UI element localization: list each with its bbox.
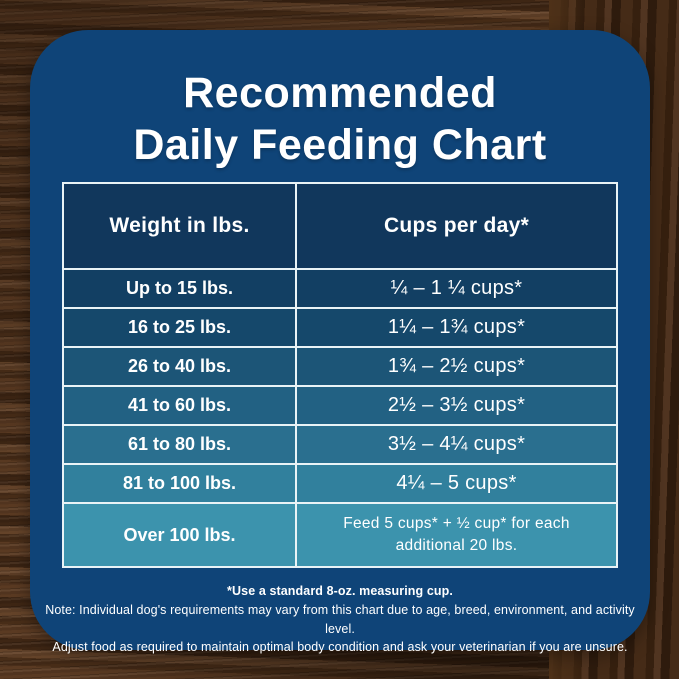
feeding-table: Weight in lbs. Cups per day* Up to 15 lb… (62, 182, 618, 568)
cups-cell: 3½ – 4¼ cups* (297, 426, 616, 463)
table-body: Up to 15 lbs. ¼ – 1 ¼ cups* 16 to 25 lbs. 1… (64, 270, 616, 566)
weight-cell: 26 to 40 lbs. (64, 348, 295, 385)
weight-cell: Up to 15 lbs. (64, 270, 295, 307)
cups-cell: 1¼ – 1¾ cups* (297, 309, 616, 346)
table-header-row: Weight in lbs. Cups per day* (64, 184, 616, 268)
weight-cell: Over 100 lbs. (64, 504, 295, 566)
veterinarian-note: Adjust food as required to maintain opti… (52, 640, 628, 655)
weight-cell: 41 to 60 lbs. (64, 387, 295, 424)
weight-cell: 81 to 100 lbs. (64, 465, 295, 502)
footnotes: *Use a standard 8-oz. measuring cup. Not… (30, 582, 650, 657)
feeding-chart-card: Recommended Daily Feeding Chart Weight in… (30, 30, 650, 654)
variance-note: Note: Individual dog's requirements may … (45, 602, 635, 636)
cups-cell: 4¼ – 5 cups* (297, 465, 616, 502)
title-line-1: Recommended (183, 69, 497, 117)
measuring-cup-note: *Use a standard 8-oz. measuring cup. (227, 584, 453, 598)
table-row: 26 to 40 lbs. 1¾ – 2½ cups* (64, 348, 616, 385)
table-row: 41 to 60 lbs. 2½ – 3½ cups* (64, 387, 616, 424)
table-row: Over 100 lbs. Feed 5 cups* + ½ cup* for e… (64, 504, 616, 566)
page-title: Recommended Daily Feeding Chart (30, 68, 650, 171)
cups-cell: Feed 5 cups* + ½ cup* for each additiona… (297, 504, 616, 566)
title-line-2: Daily Feeding Chart (133, 120, 547, 169)
cups-cell: ¼ – 1 ¼ cups* (297, 270, 616, 307)
table-row: Up to 15 lbs. ¼ – 1 ¼ cups* (64, 270, 616, 307)
weight-cell: 61 to 80 lbs. (64, 426, 295, 463)
table-row: 61 to 80 lbs. 3½ – 4¼ cups* (64, 426, 616, 463)
table-row: 81 to 100 lbs. 4¼ – 5 cups* (64, 465, 616, 502)
cups-cell: 2½ – 3½ cups* (297, 387, 616, 424)
cups-cell: 1¾ – 2½ cups* (297, 348, 616, 385)
column-header-cups: Cups per day* (297, 184, 616, 268)
table-row: 16 to 25 lbs. 1¼ – 1¾ cups* (64, 309, 616, 346)
column-header-weight: Weight in lbs. (64, 184, 295, 268)
weight-cell: 16 to 25 lbs. (64, 309, 295, 346)
